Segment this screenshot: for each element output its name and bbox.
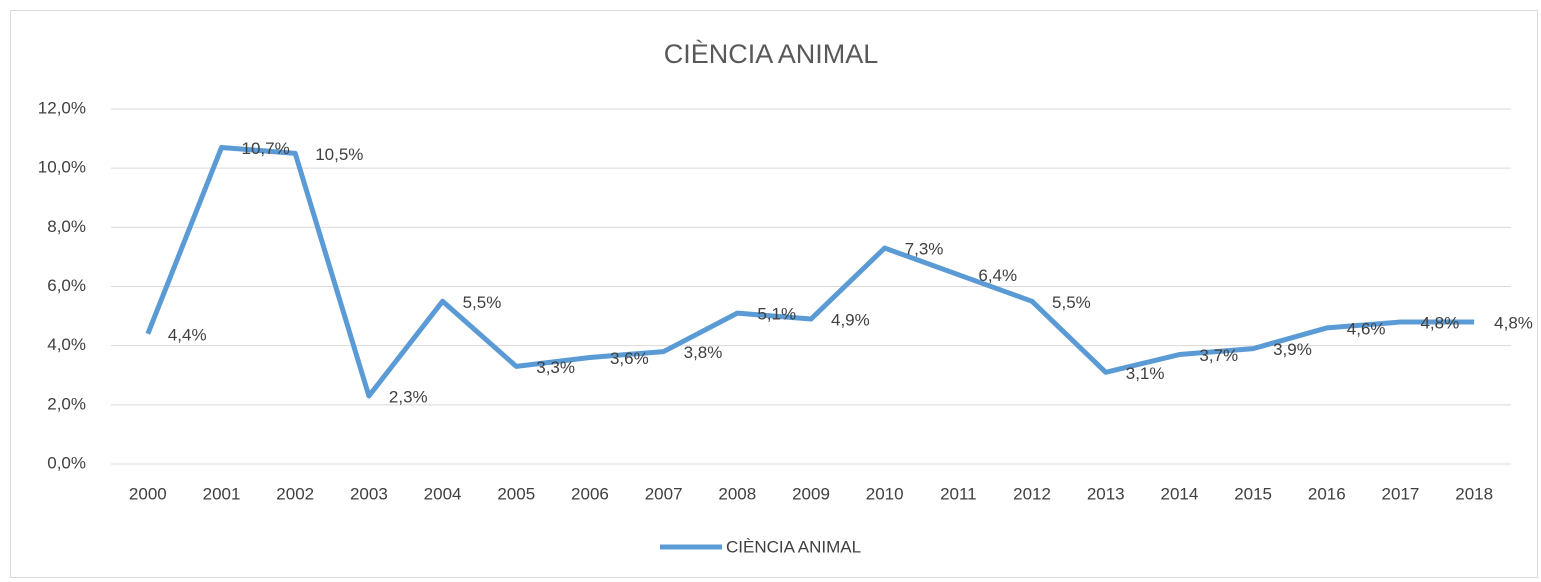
data-label: 10,7% [242, 139, 290, 158]
chart-border [10, 10, 1538, 578]
y-tick-label: 2,0% [47, 394, 86, 413]
x-tick-label: 2018 [1455, 484, 1493, 503]
x-tick-label: 2009 [792, 484, 830, 503]
data-label: 4,4% [168, 325, 207, 344]
data-label: 3,8% [684, 343, 723, 362]
x-tick-label: 2011 [940, 484, 977, 503]
x-tick-label: 2005 [497, 484, 535, 503]
data-label: 4,8% [1420, 313, 1459, 332]
x-tick-label: 2006 [571, 484, 609, 503]
y-tick-label: 4,0% [47, 335, 86, 354]
x-tick-label: 2004 [424, 484, 462, 503]
data-label: 2,3% [389, 387, 428, 406]
data-label: 5,5% [463, 293, 502, 312]
x-tick-label: 2000 [129, 484, 167, 503]
data-label: 4,9% [831, 311, 870, 330]
x-tick-label: 2014 [1161, 484, 1199, 503]
data-label: 10,5% [315, 145, 363, 164]
data-label: 3,3% [536, 358, 575, 377]
y-tick-label: 6,0% [47, 276, 86, 295]
data-label: 3,9% [1273, 340, 1312, 359]
y-tick-label: 10,0% [38, 158, 86, 177]
data-label: 4,6% [1347, 319, 1386, 338]
data-label: 5,1% [757, 305, 796, 324]
x-tick-label: 2017 [1382, 484, 1420, 503]
x-tick-label: 2012 [1013, 484, 1051, 503]
x-tick-label: 2002 [276, 484, 314, 503]
x-tick-label: 2016 [1308, 484, 1346, 503]
legend-label: CIÈNCIA ANIMAL [726, 537, 861, 556]
data-label: 3,1% [1126, 364, 1165, 383]
x-tick-label: 2008 [718, 484, 756, 503]
data-label: 5,5% [1052, 293, 1091, 312]
data-label: 3,6% [610, 349, 649, 368]
data-label: 6,4% [978, 266, 1017, 285]
y-tick-label: 12,0% [38, 98, 86, 117]
chart-title: CIÈNCIA ANIMAL [664, 39, 879, 69]
x-tick-label: 2003 [350, 484, 388, 503]
x-tick-label: 2015 [1234, 484, 1272, 503]
x-tick-label: 2010 [866, 484, 904, 503]
y-tick-label: 0,0% [47, 453, 86, 472]
x-tick-label: 2007 [645, 484, 683, 503]
line-series [145, 144, 1475, 399]
x-tick-label: 2001 [203, 484, 241, 503]
x-tick-label: 2013 [1087, 484, 1125, 503]
data-label: 7,3% [905, 240, 944, 259]
data-label: 3,7% [1199, 346, 1238, 365]
data-label: 4,8% [1494, 313, 1533, 332]
y-tick-label: 8,0% [47, 217, 86, 236]
